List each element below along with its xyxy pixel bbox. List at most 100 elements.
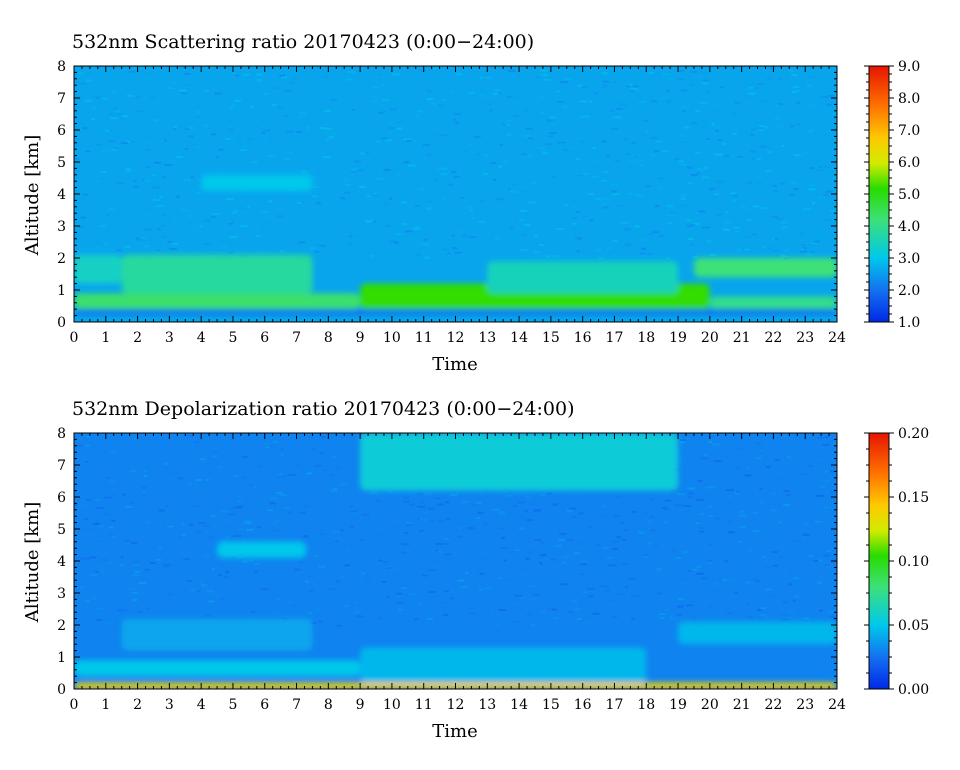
x-tick-label: 2: [133, 697, 142, 713]
x-tick-label: 11: [415, 330, 433, 346]
colorbar-tick-label: 2.0: [898, 283, 920, 299]
colorbar-tick-label: 7.0: [898, 123, 920, 139]
x-tick-label: 12: [447, 330, 465, 346]
heatmap-layer-1: [74, 660, 361, 677]
y-tick-label: 6: [57, 123, 66, 139]
x-tick-label: 19: [669, 697, 687, 713]
colorbar-tick-label: 4.0: [898, 219, 920, 235]
scattering-ratio-heatmap: [74, 66, 837, 322]
heatmap-layer-2: [121, 618, 313, 651]
x-tick-label: 7: [292, 697, 301, 713]
x-tick-label: 4: [197, 697, 206, 713]
y-tick-label: 7: [57, 458, 66, 474]
x-tick-label: 10: [383, 330, 401, 346]
heatmap-layer-6: [74, 254, 122, 284]
x-tick-label: 5: [228, 697, 237, 713]
depolarization-ratio-axes: 0 1 2 3 4 5 6 7 8 9 10 11 12 13 14 15 16 17 18 19 20 21 22 23 24…: [57, 426, 846, 713]
y-tick-label: 8: [57, 426, 66, 442]
colorbar-gradient: [868, 432, 890, 690]
y-tick-label: 0: [57, 315, 66, 331]
x-tick-label: 16: [574, 330, 592, 346]
y-tick-label: 2: [57, 618, 66, 634]
x-tick-label: 13: [478, 697, 496, 713]
colorbar-tick-label: 6.0: [898, 155, 920, 171]
colorbar-tick-label: 8.0: [898, 91, 920, 107]
scattering-ratio-colorbar: 1.0 2.0 3.0 4.0 5.0 6.0 7.0 8.0 9.0: [864, 59, 920, 331]
colorbar-tick-label: 5.0: [898, 187, 920, 203]
x-tick-label: 24: [828, 697, 846, 713]
x-tick-label: 0: [70, 697, 79, 713]
heatmap-layer-2: [709, 296, 837, 310]
y-tick-label: 6: [57, 490, 66, 506]
x-tick-label: 17: [606, 330, 624, 346]
x-tick-label: 1: [101, 330, 110, 346]
x-tick-label: 9: [356, 697, 365, 713]
y-tick-label: 4: [57, 187, 66, 203]
x-tick-label: 15: [542, 697, 560, 713]
heatmap-noise: [74, 66, 837, 260]
depolarization-ratio-colorbar: 0.00 0.05 0.10 0.15 0.20: [864, 426, 929, 698]
x-tick-label: 9: [356, 330, 365, 346]
heatmap-layer-4: [678, 621, 837, 645]
heatmap-layer-3: [121, 254, 313, 294]
depolarization-ratio-panel: 532nm Depolarization ratio 20170423 (0:0…: [22, 398, 929, 742]
x-tick-label: 16: [574, 697, 592, 713]
y-tick-label: 1: [57, 283, 66, 299]
heatmap-layer-6: [360, 433, 679, 491]
colorbar-tick-label: 0.10: [898, 554, 929, 570]
y-tick-label: 2: [57, 251, 66, 267]
x-tick-label: 3: [165, 697, 174, 713]
x-tick-label: 5: [228, 330, 237, 346]
colorbar-tick-label: 1.0: [898, 315, 920, 331]
x-tick-label: 23: [796, 330, 814, 346]
x-tick-label: 12: [447, 697, 465, 713]
x-tick-label: 10: [383, 697, 401, 713]
x-tick-label: 13: [478, 330, 496, 346]
x-tick-label: 14: [510, 330, 528, 346]
y-tick-label: 3: [57, 219, 66, 235]
x-tick-label: 20: [701, 330, 719, 346]
x-tick-label: 22: [765, 330, 783, 346]
heatmap-layer-5: [217, 541, 307, 558]
x-tick-label: 24: [828, 330, 846, 346]
colorbar-tick-label: 3.0: [898, 251, 920, 267]
y-tick-label: 0: [57, 682, 66, 698]
depolarization-ratio-heatmap: [74, 433, 837, 689]
colorbar-tick-label: 0.20: [898, 426, 929, 442]
colorbar-tick-label: 0.00: [898, 682, 929, 698]
colorbar-tick-label: 0.05: [898, 618, 929, 634]
heatmap-layer-3: [360, 647, 647, 683]
x-tick-label: 21: [733, 697, 751, 713]
colorbar-tick-label: 9.0: [898, 59, 920, 75]
x-tick-label: 22: [765, 697, 783, 713]
scattering-ratio-panel: 532nm Scattering ratio 20170423 (0:00−24…: [22, 31, 920, 375]
scattering-ratio-axes: 0 1 2 3 4 5 6 7 8 9 10 11 12 13 14 15 16 17 18 19 20 21 22 23 24…: [57, 59, 846, 346]
scattering-ratio-ylabel: Altitude [km]: [22, 135, 43, 257]
x-tick-label: 4: [197, 330, 206, 346]
x-tick-label: 7: [292, 330, 301, 346]
y-tick-label: 4: [57, 554, 66, 570]
y-tick-label: 5: [57, 522, 66, 538]
x-tick-label: 11: [415, 697, 433, 713]
depolarization-ratio-title: 532nm Depolarization ratio 20170423 (0:0…: [72, 398, 574, 420]
x-tick-label: 8: [324, 697, 333, 713]
x-tick-label: 23: [796, 697, 814, 713]
heatmap-layer-7: [201, 174, 313, 191]
x-tick-label: 2: [133, 330, 142, 346]
depolarization-ratio-xlabel: Time: [432, 721, 477, 742]
x-tick-label: 3: [165, 330, 174, 346]
x-tick-label: 21: [733, 330, 751, 346]
x-tick-label: 19: [669, 330, 687, 346]
y-tick-label: 7: [57, 91, 66, 107]
x-tick-label: 20: [701, 697, 719, 713]
x-tick-label: 14: [510, 697, 528, 713]
y-tick-label: 1: [57, 650, 66, 666]
x-tick-label: 8: [324, 330, 333, 346]
y-tick-label: 8: [57, 59, 66, 75]
heatmap-layer-5: [693, 258, 837, 278]
y-tick-label: 3: [57, 586, 66, 602]
x-tick-label: 18: [637, 330, 655, 346]
x-tick-label: 18: [637, 697, 655, 713]
heatmap-layer-8: [74, 309, 837, 314]
x-tick-label: 15: [542, 330, 560, 346]
